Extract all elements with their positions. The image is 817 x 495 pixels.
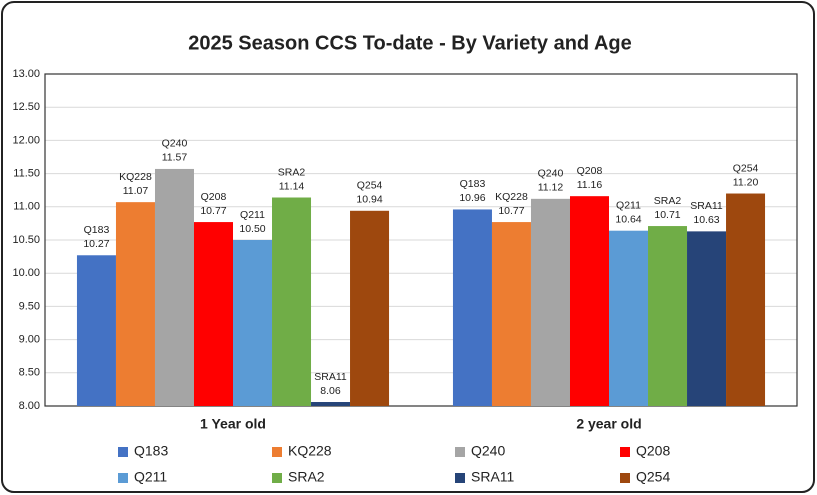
bar — [154, 168, 194, 406]
data-label-name: Q208 — [201, 191, 227, 203]
data-label: 10.96 — [459, 192, 485, 204]
bar — [193, 222, 233, 406]
y-tick-label: 8.50 — [19, 367, 40, 379]
data-label-name: SRA2 — [278, 166, 306, 178]
data-label-name: Q183 — [84, 224, 110, 236]
data-label: 11.20 — [733, 176, 759, 188]
legend-label: Q240 — [471, 443, 505, 459]
data-label-name: SRA11 — [314, 371, 347, 383]
data-label: 10.77 — [200, 205, 226, 217]
bar — [648, 226, 688, 406]
data-label: 10.64 — [615, 213, 641, 225]
x-tick-label: 1 Year old — [200, 416, 266, 432]
legend-swatch — [118, 447, 128, 457]
bar — [311, 402, 351, 406]
legend-label: SRA11 — [471, 469, 515, 485]
legend-label: SRA2 — [288, 469, 325, 485]
y-tick-label: 9.00 — [19, 334, 40, 346]
y-tick-label: 11.50 — [13, 168, 40, 180]
bar — [233, 240, 273, 406]
bar — [115, 202, 155, 406]
legend-label: Q254 — [636, 469, 670, 485]
data-label-name: KQ228 — [495, 191, 528, 203]
data-label: 10.77 — [498, 205, 524, 217]
y-tick-label: 12.00 — [12, 134, 40, 146]
data-label: 10.63 — [693, 214, 719, 226]
chart-title: 2025 Season CCS To-date - By Variety and… — [188, 32, 631, 54]
data-label-name: Q211 — [240, 209, 265, 221]
data-label: 11.12 — [538, 182, 564, 194]
plot-border — [44, 73, 798, 407]
data-label-name: Q240 — [162, 138, 188, 150]
y-tick-label: 10.50 — [12, 234, 40, 246]
legend-swatch — [118, 473, 128, 483]
legend-swatch — [455, 447, 465, 457]
legend-swatch — [620, 447, 630, 457]
legend-label: Q211 — [134, 469, 167, 485]
data-label-name: KQ228 — [119, 171, 152, 183]
y-tick-label: 12.50 — [12, 101, 40, 113]
data-label-name: Q254 — [357, 180, 383, 192]
data-label-name: SRA11 — [690, 200, 723, 212]
data-label-name: Q240 — [538, 168, 564, 180]
data-label: 11.14 — [279, 180, 305, 192]
data-label-name: SRA2 — [654, 195, 682, 207]
bar — [726, 193, 766, 406]
data-label: 10.27 — [83, 238, 109, 250]
data-label-name: Q254 — [733, 162, 759, 174]
data-label: 10.71 — [654, 209, 680, 221]
bar — [530, 198, 570, 406]
legend-label: Q183 — [134, 443, 168, 459]
legend-label: Q208 — [636, 443, 670, 459]
bar — [687, 231, 727, 406]
bar — [491, 222, 531, 406]
bar — [76, 255, 116, 406]
data-label-name: Q208 — [577, 165, 603, 177]
data-label: 8.06 — [320, 385, 341, 397]
data-label: 11.16 — [577, 179, 603, 191]
legend-swatch — [620, 473, 630, 483]
data-label: 10.94 — [356, 194, 382, 206]
bar — [272, 197, 312, 406]
x-tick-label: 2 year old — [576, 416, 641, 432]
bar — [452, 209, 492, 406]
legend-swatch — [272, 473, 282, 483]
data-label: 10.50 — [239, 223, 265, 235]
y-tick-label: 10.00 — [12, 267, 40, 279]
bar — [609, 230, 649, 406]
y-tick-label: 9.50 — [19, 300, 40, 312]
data-label: 11.07 — [123, 185, 149, 197]
y-tick-label: 11.00 — [13, 201, 40, 213]
bar — [569, 196, 609, 406]
bar — [350, 210, 390, 406]
legend-swatch — [272, 447, 282, 457]
legend-swatch — [455, 473, 465, 483]
data-label-name: Q211 — [616, 199, 641, 211]
data-label-name: Q183 — [460, 178, 486, 190]
data-label: 11.57 — [162, 152, 188, 164]
y-tick-label: 13.00 — [12, 68, 40, 80]
y-tick-label: 8.00 — [19, 400, 40, 412]
legend-label: KQ228 — [288, 443, 332, 459]
